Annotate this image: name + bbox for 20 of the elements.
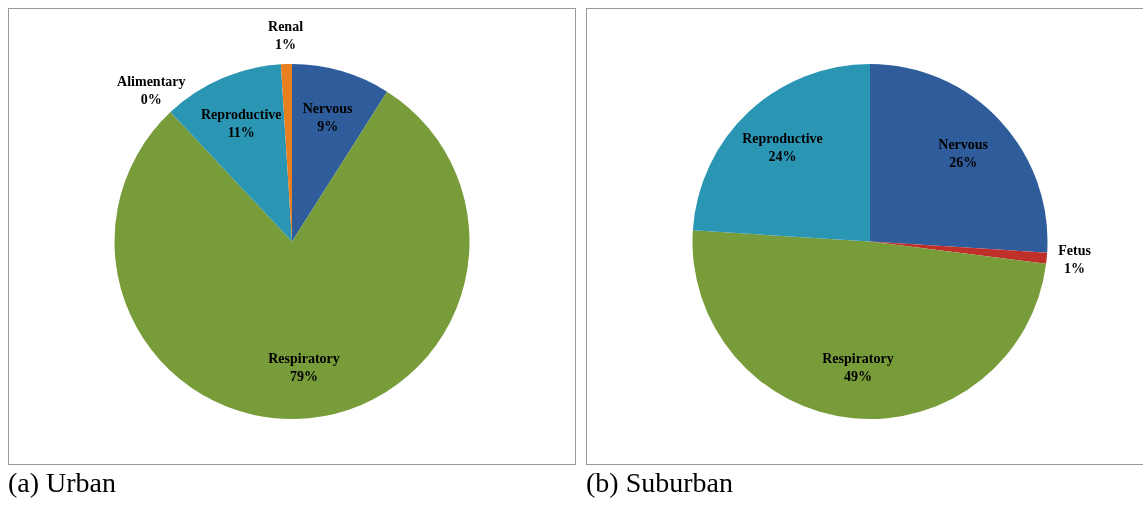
data-label: 1% xyxy=(1064,261,1086,277)
slice-label: Nervous xyxy=(938,136,989,152)
slice-label: Respiratory xyxy=(268,351,340,367)
data-label: 9% xyxy=(317,119,339,135)
text: (b) Suburban xyxy=(586,467,734,499)
data-label: 24% xyxy=(768,148,797,164)
data-label: 26% xyxy=(949,154,978,170)
text: (a) Urban xyxy=(8,467,118,499)
slice-label: Renal xyxy=(268,18,304,34)
data-label: 1% xyxy=(275,36,297,52)
data-label: 49% xyxy=(843,369,872,385)
text: 0% xyxy=(140,92,162,108)
data-label: 79% xyxy=(290,369,319,385)
category-label: Alimentary xyxy=(117,74,186,90)
slice-label: Fetus xyxy=(1058,243,1092,259)
slice-label: Nervous xyxy=(302,101,354,117)
slice-label: Respiratory xyxy=(822,351,894,367)
slice-label: Reproductive xyxy=(742,130,823,146)
data-label: 11% xyxy=(227,124,255,140)
slice-label: Reproductive xyxy=(200,106,282,122)
